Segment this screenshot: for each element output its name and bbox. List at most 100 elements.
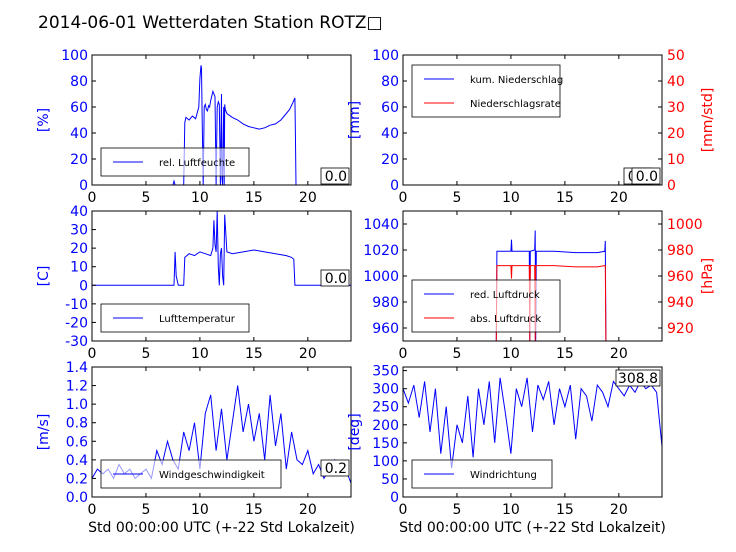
x-axis-label: Std 00:00:00 UTC (+-22 Std Lokalzeit) [88,520,355,536]
y-tick-label: 100 [372,48,399,64]
y-tick-label: 20 [381,152,399,168]
y-right-tick-label: 920 [667,321,694,337]
y-tick-label: 60 [70,100,88,116]
x-tick-label: 15 [245,190,263,206]
y-tick-label: 1040 [363,217,399,233]
y-right-tick-label: 10 [667,152,685,168]
current-value-2: 0.0 [636,169,658,185]
y-tick-label: 0 [390,178,399,194]
y-tick-label: 20 [70,241,88,257]
x-tick-label: 0 [399,346,408,362]
x-axis-label: Std 00:00:00 UTC (+-22 Std Lokalzeit) [399,520,666,536]
y-tick-label: -30 [65,334,88,350]
series-line-wind_direction-0 [403,377,662,469]
y-right-tick-label: 1000 [667,217,703,233]
x-tick-label: 15 [556,346,574,362]
y-tick-label: 1.2 [66,379,88,395]
y-right-axis-label: [mm/std] [700,88,716,153]
y-tick-label: 10 [70,260,88,276]
legend-entry: rel. Luftfeuchte [159,158,235,169]
y-tick-label: 1.4 [66,360,88,376]
y-tick-label: 150 [372,436,399,452]
current-value-box [320,459,350,477]
y-tick-label: 100 [61,48,88,64]
panel-precipitation: 0 5 10 15 20 0 20 40 60 80 100 0 10 20 30 40 50 [mm] [mm/s… [347,48,716,206]
x-tick-label: 10 [191,190,209,206]
panel-temperature: 0 5 10 15 20 -30 -20 -10 0 10 20 30 40 [C] Lufttempera… [36,204,352,362]
legend-entry: Windgeschwindigkeit [159,470,265,481]
y-right-axis-label: [hPa] [700,258,716,294]
y-tick-label: 1.0 [66,397,88,413]
y-tick-label: 50 [381,472,399,488]
legend-entry: Windrichtung [470,470,537,481]
y-right-tick-label: 980 [667,243,694,259]
y-axis-label: [deg] [347,413,363,450]
x-tick-label: 0 [88,346,97,362]
axes-frame [91,54,352,186]
y-tick-label: 40 [70,204,88,220]
series-line-pressure-1 [495,265,607,341]
y-tick-label: 0 [79,178,88,194]
y-right-tick-label: 0 [667,178,676,194]
y-right-tick-label: 20 [667,126,685,142]
axes-frame [91,210,352,342]
legend-entry: Lufttemperatur [159,314,236,325]
figure-title: 2014-06-01 Wetterdaten Station ROTZ□ [38,13,383,33]
x-tick-label: 20 [610,502,628,518]
y-tick-label: 0.8 [66,416,88,432]
y-tick-label: -10 [65,297,88,313]
x-tick-label: 10 [502,190,520,206]
y-tick-label: 1020 [363,243,399,259]
y-tick-label: 0.2 [66,471,88,487]
legend-entry: red. Luftdruck [470,290,540,301]
y-right-tick-label: 940 [667,295,694,311]
x-tick-label: 10 [502,346,520,362]
y-tick-label: 960 [372,321,399,337]
series-line-temperature-0 [92,211,351,286]
x-tick-label: 15 [556,190,574,206]
legend-box [411,279,561,333]
current-value: 0.0 [325,169,347,185]
series-line-pressure-0 [495,230,607,341]
y-tick-label: 0.0 [66,490,88,506]
x-tick-label: 0 [88,502,97,518]
legend-entry: kum. Niederschlag [470,75,563,86]
x-tick-label: 0 [88,190,97,206]
y-tick-label: 80 [70,74,88,90]
current-value: 0.0 [325,271,347,287]
series-line-humidity-0 [92,65,351,185]
axes-frame [91,366,352,498]
legend-entry: Niederschlagsrate [470,99,561,110]
y-tick-label: 250 [372,400,399,416]
panel-wind_speed: 0 5 10 15 20 0.0 0.2 0.4 0.6 0.8 1.0 1.2 1.4 [m/s] Std… [36,360,355,536]
panel-pressure: 0 5 10 15 20 960 980 1000 1020 1040 920 940 960 980 10… [363,210,716,362]
y-tick-label: 200 [372,418,399,434]
axes-frame [402,54,663,186]
panel-humidity: 0 5 10 15 20 0 20 40 60 80 100 [%] rel. Luftfeuchte 0… [36,48,352,206]
current-value-2-box [631,167,661,185]
x-tick-label: 5 [141,346,150,362]
x-tick-label: 10 [191,346,209,362]
y-tick-label: 100 [372,454,399,470]
y-tick-label: 0.4 [66,453,88,469]
current-value-box [320,269,350,287]
x-tick-label: 20 [299,190,317,206]
x-tick-label: 5 [141,502,150,518]
x-tick-label: 15 [245,502,263,518]
x-tick-label: 5 [452,346,461,362]
y-right-tick-label: 30 [667,100,685,116]
y-tick-label: 30 [70,223,88,239]
y-tick-label: 300 [372,382,399,398]
y-tick-label: 40 [381,126,399,142]
legend-box [411,64,561,118]
x-tick-label: 20 [610,190,628,206]
y-axis-label: [m/s] [36,414,52,451]
y-tick-label: 1000 [363,269,399,285]
y-tick-label: 350 [372,364,399,380]
y-right-tick-label: 40 [667,74,685,90]
y-axis-label: [C] [36,266,52,287]
current-value-box [615,369,661,387]
